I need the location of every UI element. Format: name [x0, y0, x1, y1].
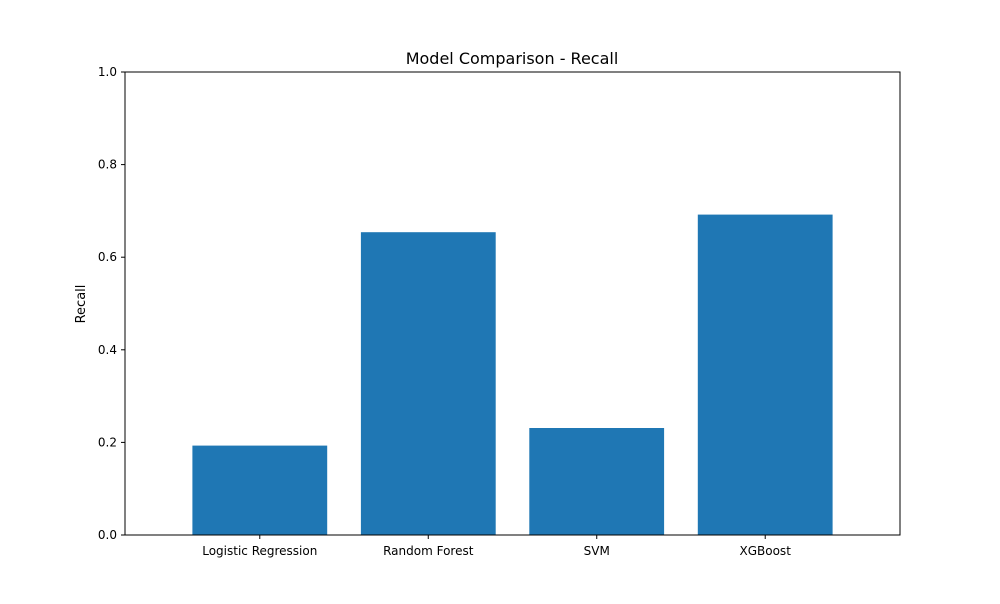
- x-ticks-layer: Logistic Regression Random Forest SVM XGBoo…: [202, 535, 791, 558]
- y-tick-label: 0.8: [98, 158, 117, 172]
- bar-random-forest: [360, 232, 496, 535]
- y-tick-label: 0.0: [98, 528, 117, 542]
- plot-frame: [124, 71, 901, 536]
- y-ticks-layer: 0.0 0.2 0.4 0.6 0.8 1.0: [98, 65, 125, 542]
- bar-svm: [529, 428, 665, 535]
- y-tick-label: 0.6: [98, 250, 117, 264]
- bars-layer: [192, 214, 833, 535]
- y-axis-label: Recall: [74, 285, 89, 324]
- y-tick-label: 0.4: [98, 343, 117, 357]
- chart-title: Model Comparison - Recall: [406, 49, 619, 68]
- x-tick-label: Random Forest: [383, 544, 474, 558]
- x-tick-label: XGBoost: [740, 544, 792, 558]
- y-tick-label: 1.0: [98, 65, 117, 79]
- y-tick-label: 0.2: [98, 435, 117, 449]
- x-tick-label: SVM: [584, 544, 610, 558]
- bar-logistic-regression: [192, 445, 328, 535]
- x-tick-label: Logistic Regression: [202, 544, 317, 558]
- bar-xgboost: [697, 214, 833, 535]
